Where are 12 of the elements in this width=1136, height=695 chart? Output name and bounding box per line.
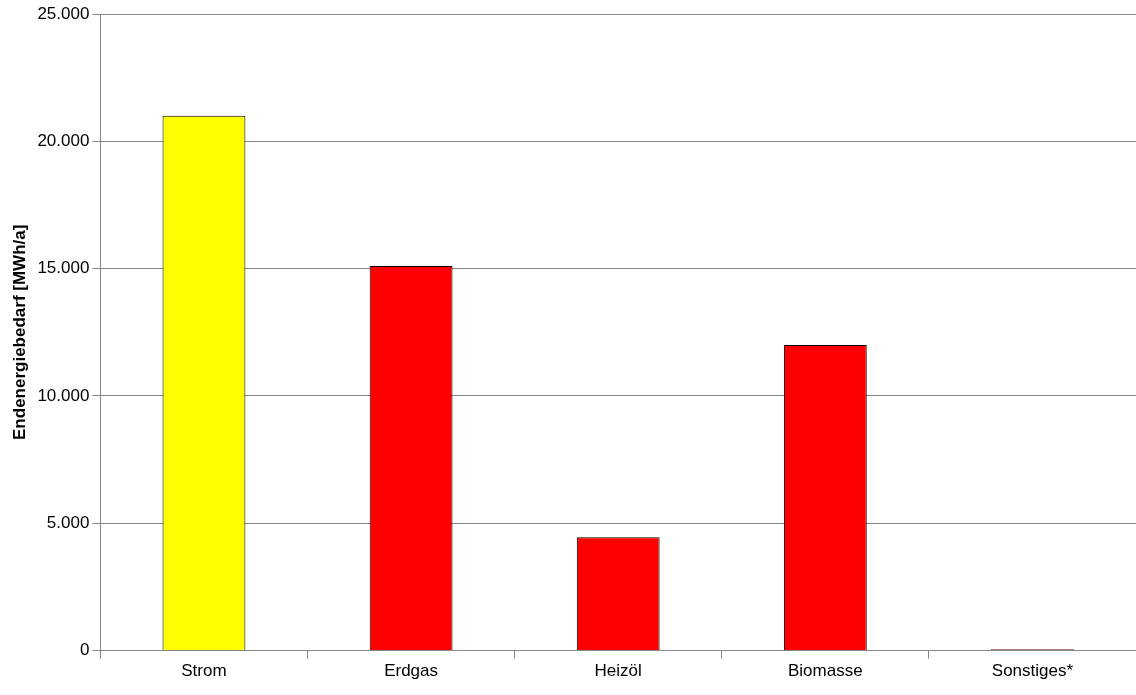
- x-tick-label: Biomasse: [788, 661, 863, 681]
- y-tick-label: 25.000: [37, 3, 90, 23]
- x-tick-label: Strom: [181, 661, 227, 681]
- x-tick-label: Heizöl: [594, 661, 642, 681]
- y-tick-label: 20.000: [37, 131, 90, 151]
- y-tick-label: 15.000: [37, 258, 90, 278]
- y-tick-label: 0: [79, 640, 90, 660]
- y-tick-label: 5.000: [46, 512, 90, 532]
- y-axis-title: Endenergiebedarf [MWh/a]: [9, 224, 29, 440]
- y-tick-label: 10.000: [37, 385, 90, 405]
- x-tick-label: Erdgas: [384, 661, 439, 681]
- x-tick-label: Sonstiges*: [991, 661, 1074, 681]
